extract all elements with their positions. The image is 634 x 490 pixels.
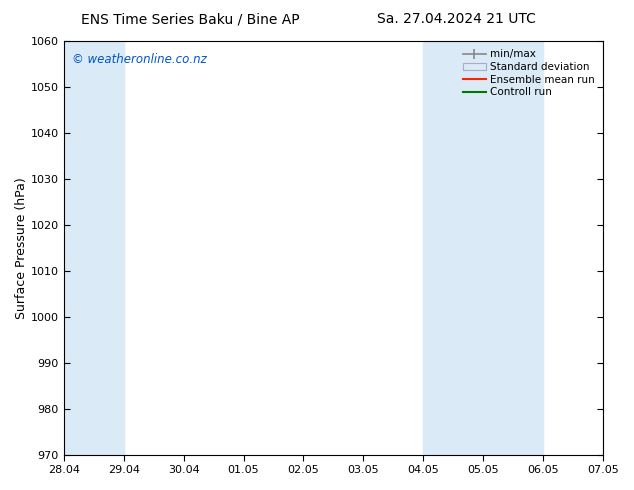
Legend: min/max, Standard deviation, Ensemble mean run, Controll run: min/max, Standard deviation, Ensemble me…	[460, 46, 598, 100]
Bar	[603, 41, 634, 455]
Y-axis label: Surface Pressure (hPa): Surface Pressure (hPa)	[15, 177, 28, 318]
Bar	[424, 41, 543, 455]
Text: Sa. 27.04.2024 21 UTC: Sa. 27.04.2024 21 UTC	[377, 12, 536, 26]
Text: © weatheronline.co.nz: © weatheronline.co.nz	[72, 53, 207, 67]
Bar	[64, 41, 124, 455]
Text: ENS Time Series Baku / Bine AP: ENS Time Series Baku / Bine AP	[81, 12, 299, 26]
